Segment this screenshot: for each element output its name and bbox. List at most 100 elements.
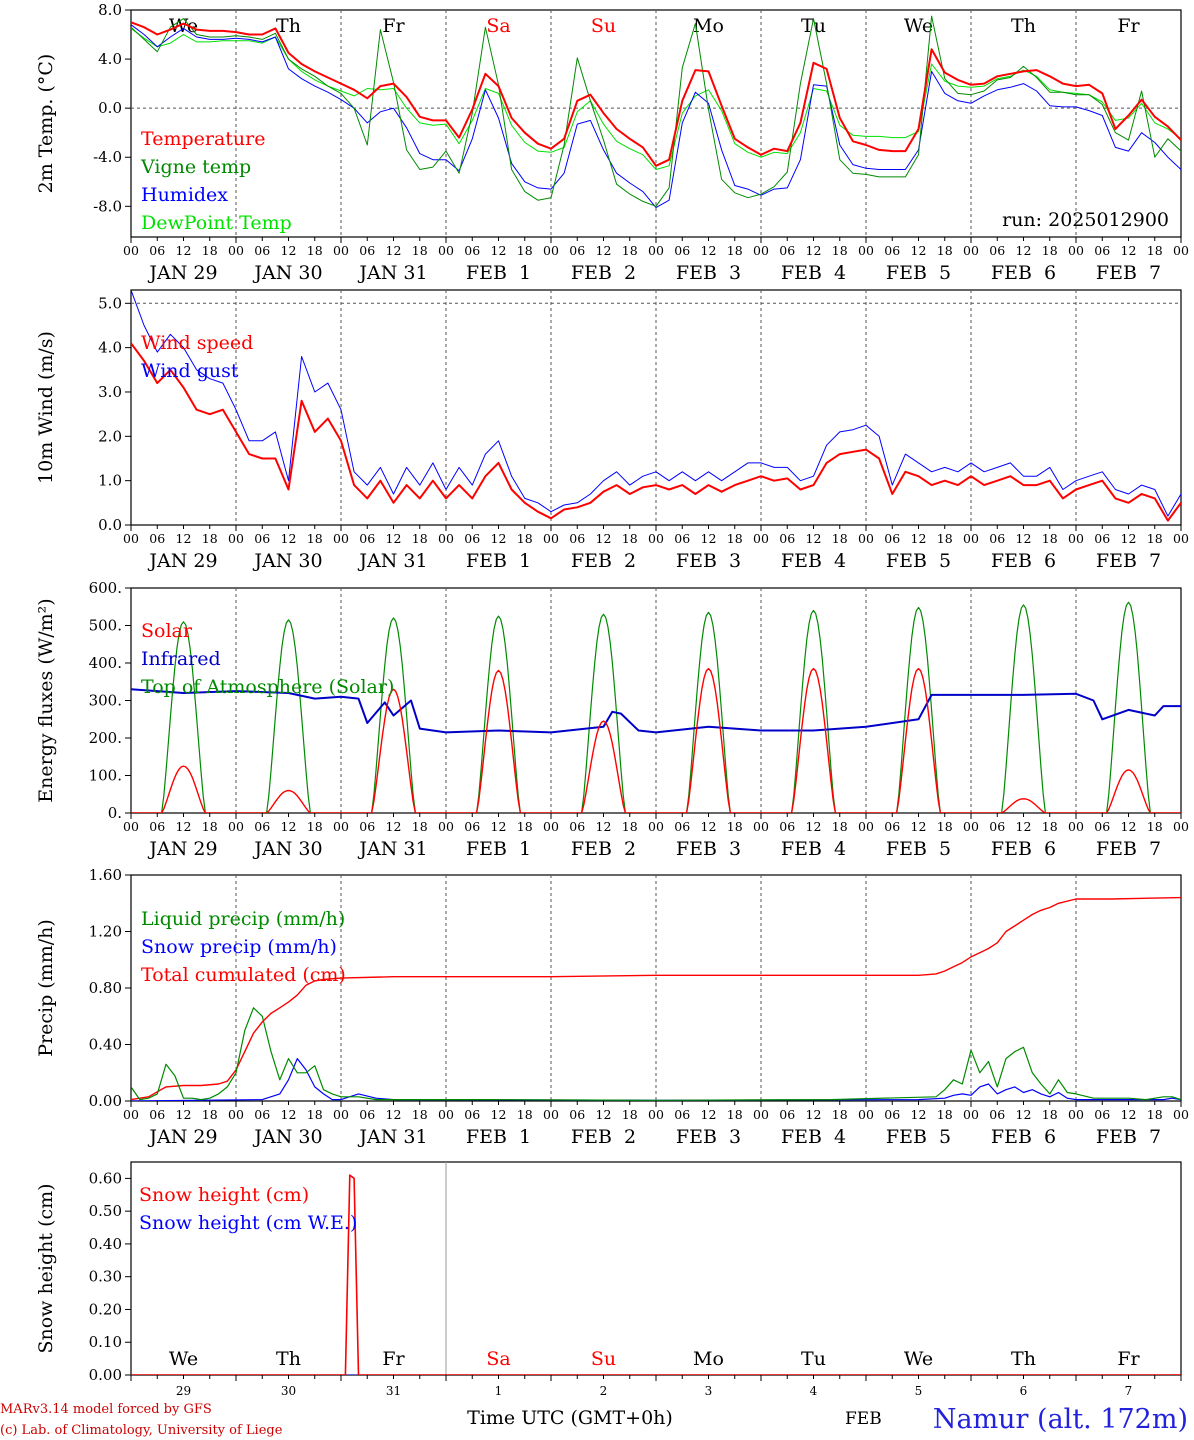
x-axis-label: Time UTC (GMT+0h): [467, 1407, 673, 1429]
x-hour-label: 06: [149, 819, 165, 834]
x-hour-label: 18: [1147, 1107, 1163, 1122]
x-hour-label: 12: [806, 819, 822, 834]
y-tick-label: 3.0: [98, 383, 122, 401]
x-hour-label: 18: [517, 819, 533, 834]
series-group: [131, 1174, 1181, 1375]
x-hour-label: 00: [963, 819, 979, 834]
y-axis-label: Energy fluxes (W/m²): [35, 598, 57, 802]
x-hour-label: 12: [806, 243, 822, 258]
x-hour-label: 18: [307, 243, 323, 258]
x-hour-label: 00: [963, 531, 979, 546]
x-hour-label: 06: [149, 1107, 165, 1122]
x-date-label: FEB 3: [676, 838, 741, 860]
legend-entry: Total cumulated (cm): [141, 964, 346, 986]
x-hour-label: 00: [438, 243, 454, 258]
x-hour-label: 00: [123, 243, 139, 258]
x-day-number: 6: [1020, 1384, 1028, 1398]
series-line-top-of-atmosphere-solar: [131, 601, 1181, 813]
x-hour-label: 00: [1173, 1107, 1189, 1122]
x-hour-label: 12: [1121, 1107, 1137, 1122]
legend-entry: Wind speed: [141, 332, 253, 354]
series-line-solar: [131, 667, 1181, 813]
series-line-snow-precip-mm-h: [131, 1058, 1181, 1101]
x-hour-label: 06: [569, 1107, 585, 1122]
x-hour-label: 12: [911, 531, 927, 546]
x-hour-label: 12: [176, 243, 192, 258]
x-hour-label: 06: [779, 243, 795, 258]
x-hour-label: 06: [779, 819, 795, 834]
weekday-label: Th: [1011, 15, 1036, 37]
weekday-label: Th: [276, 1348, 301, 1370]
y-tick-label: 5.0: [98, 294, 122, 312]
weekday-label: Th: [1011, 1348, 1036, 1370]
x-date-label: JAN 30: [252, 838, 322, 860]
x-day-number: 1: [495, 1384, 503, 1398]
x-hour-label: 12: [1121, 531, 1137, 546]
x-hour-label: 06: [254, 531, 270, 546]
x-hour-label: 12: [386, 243, 402, 258]
x-hour-label: 12: [1016, 1107, 1032, 1122]
x-date-label: FEB 2: [571, 550, 636, 572]
series-line-humidex: [131, 24, 1181, 209]
x-hour-label: 06: [149, 243, 165, 258]
y-tick-label: 600.: [89, 579, 122, 597]
legend-entry: DewPoint Temp: [141, 212, 292, 234]
x-hour-label: 00: [1173, 243, 1189, 258]
y-tick-label: 500.: [89, 617, 122, 635]
x-hour-label: 12: [596, 531, 612, 546]
x-hour-label: 12: [806, 1107, 822, 1122]
x-hour-label: 12: [491, 531, 507, 546]
series-line-vigne-temp: [131, 15, 1181, 207]
x-hour-label: 06: [1094, 531, 1110, 546]
series-line-total-cumulated-cm: [131, 896, 1181, 1101]
x-hour-label: 00: [438, 531, 454, 546]
x-hour-label: 18: [1042, 531, 1058, 546]
x-hour-label: 00: [1068, 819, 1084, 834]
x-hour-label: 12: [911, 243, 927, 258]
x-date-label: JAN 29: [147, 262, 217, 284]
y-tick-label: 0.00: [89, 1366, 122, 1384]
x-hour-label: 00: [123, 531, 139, 546]
y-tick-label: 0.60: [89, 1169, 122, 1187]
x-day-number: 2: [600, 1384, 608, 1398]
series-line-infrared: [131, 688, 1181, 734]
x-date-label: FEB 3: [676, 1126, 741, 1148]
y-tick-label: 4.0: [98, 50, 122, 68]
weekday-label: Tu: [801, 15, 826, 37]
x-hour-label: 00: [438, 819, 454, 834]
weekday-label: Fr: [1117, 15, 1140, 37]
x-day-number: 29: [176, 1384, 191, 1398]
x-hour-label: 12: [386, 531, 402, 546]
panel-5: 0.00 0.10 0.20 0.30 0.40 0.50 0.60 Snow height …: [35, 1161, 1182, 1398]
x-date-label: FEB 7: [1096, 550, 1161, 572]
run-label: run: 2025012900: [1002, 209, 1169, 231]
x-hour-label: 06: [464, 1107, 480, 1122]
x-date-label: FEB 2: [571, 262, 636, 284]
x-hour-label: 12: [701, 243, 717, 258]
x-hour-label: 18: [937, 243, 953, 258]
x-hour-label: 06: [674, 243, 690, 258]
x-hour-label: 12: [281, 1107, 297, 1122]
y-tick-label: -8.0: [93, 197, 122, 215]
x-hour-label: 06: [989, 819, 1005, 834]
y-axis-label: Precip (mm/h): [35, 919, 57, 1057]
x-hour-label: 12: [176, 1107, 192, 1122]
x-hour-label: 18: [307, 819, 323, 834]
x-hour-label: 18: [1147, 243, 1163, 258]
x-hour-label: 06: [464, 819, 480, 834]
x-hour-label: 18: [1147, 819, 1163, 834]
x-hour-label: 06: [569, 531, 585, 546]
x-hour-label: 18: [412, 1107, 428, 1122]
x-hour-label: 00: [543, 1107, 559, 1122]
y-tick-label: -4.0: [93, 148, 122, 166]
x-hour-label: 00: [228, 531, 244, 546]
x-hour-label: 18: [517, 243, 533, 258]
x-hour-label: 00: [228, 243, 244, 258]
x-date-label: JAN 30: [252, 1126, 322, 1148]
legend-entry: Snow precip (mm/h): [141, 936, 337, 958]
x-hour-label: 00: [858, 243, 874, 258]
y-tick-label: 100.: [89, 767, 122, 785]
x-hour-label: 00: [333, 1107, 349, 1122]
x-hour-label: 00: [858, 819, 874, 834]
x-hour-label: 00: [228, 1107, 244, 1122]
